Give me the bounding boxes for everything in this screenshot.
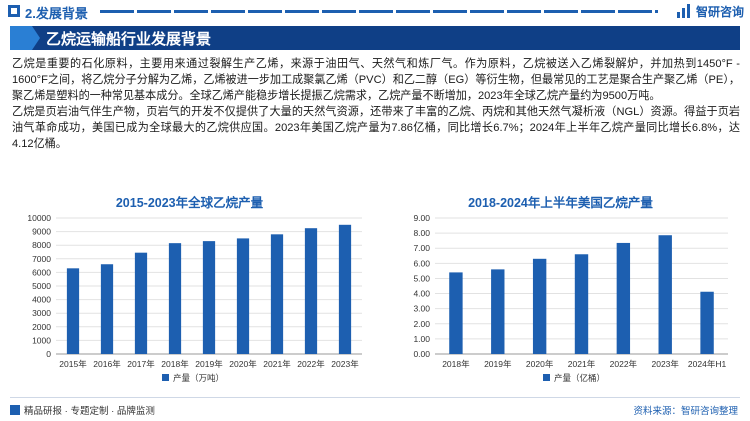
x-tick-label: 2017年 xyxy=(127,359,155,369)
bar xyxy=(168,243,182,354)
section-square-icon xyxy=(8,5,20,17)
y-tick-label: 5.00 xyxy=(413,273,430,283)
bar xyxy=(134,252,148,354)
legend-swatch xyxy=(162,374,169,381)
brand-name: 智研咨询 xyxy=(695,4,744,19)
legend-swatch xyxy=(543,374,550,381)
bar xyxy=(66,268,80,354)
bar xyxy=(700,291,714,354)
y-tick-label: 3.00 xyxy=(413,304,430,314)
y-tick-label: 2.00 xyxy=(413,319,430,329)
x-tick-label: 2018年 xyxy=(442,359,470,369)
bar xyxy=(491,269,505,354)
chart-us-ethane: 2018-2024年上半年美国乙烷产量 0.00 1.00 2.00 3.00 4.00… xyxy=(383,192,738,396)
footer: 精品研报 · 专题定制 · 品牌监测 资料来源：智研咨询整理 xyxy=(0,397,750,421)
bar xyxy=(532,258,547,354)
x-tick-label: 2015年 xyxy=(59,359,87,369)
chart-us-ethane-plot: 0.00 1.00 2.00 3.00 4.00 5.00 6.00 7.00 8.00 9.00… xyxy=(413,213,728,383)
bar xyxy=(236,238,250,354)
x-tick-label: 2023年 xyxy=(331,359,359,369)
y-tick-label: 8000 xyxy=(32,240,51,250)
x-tick-label: 2022年 xyxy=(610,359,638,369)
x-tick-label: 2020年 xyxy=(229,359,257,369)
footer-divider xyxy=(10,397,740,398)
chart-global-ethane-plot: 0 1000 2000 3000 4000 5000 6000 7000 8000 9000 100… xyxy=(27,213,362,383)
y-tick-label: 6.00 xyxy=(413,258,430,268)
bar xyxy=(338,224,352,354)
y-tick-label: 5000 xyxy=(32,281,51,291)
y-tick-label: 3000 xyxy=(32,308,51,318)
bar xyxy=(202,241,216,354)
y-tick-label: 1.00 xyxy=(413,334,430,344)
banner-arrow-icon xyxy=(10,26,40,50)
x-tick-label: 2018年 xyxy=(161,359,189,369)
x-tick-label: 2019年 xyxy=(195,359,223,369)
y-tick-label: 7.00 xyxy=(413,243,430,253)
page-banner: 乙烷运输船行业发展背景 xyxy=(10,26,740,50)
y-tick-label: 0.00 xyxy=(413,349,430,359)
chart-title: 2015-2023年全球乙烷产量 xyxy=(115,196,264,210)
footer-tagline: 精品研报 · 专题定制 · 品牌监测 xyxy=(24,406,155,417)
x-tick-label: 2021年 xyxy=(568,359,596,369)
page-title: 乙烷运输船行业发展背景 xyxy=(46,30,212,48)
footer-square-icon xyxy=(10,405,20,415)
y-tick-label: 9.00 xyxy=(413,213,430,223)
bar xyxy=(574,254,589,354)
chart-global-ethane: 2015-2023年全球乙烷产量 0 1000 2000 3000 4000 5000 60… xyxy=(12,192,367,396)
bar xyxy=(616,242,631,354)
y-tick-label: 8.00 xyxy=(413,228,430,238)
y-tick-label: 0 xyxy=(46,349,51,359)
legend-label: 产量（万吨） xyxy=(173,373,224,383)
bar xyxy=(449,272,463,354)
x-tick-label: 2022年 xyxy=(297,359,325,369)
header-divider xyxy=(100,10,658,13)
footer-source: 资料来源：智研咨询整理 xyxy=(633,406,738,417)
x-tick-label: 2020年 xyxy=(526,359,554,369)
paragraph: 乙烷是页岩油气伴生产物，页岩气的开发不仅提供了大量的天然气资源，还带来了丰富的乙… xyxy=(12,106,740,150)
paragraph: 乙烷是重要的石化原料，主要用来通过裂解生产乙烯，来源于油田气、天然气和炼厂气。作… xyxy=(12,58,740,102)
bar xyxy=(100,264,114,354)
y-tick-label: 9000 xyxy=(32,227,51,237)
y-tick-label: 1000 xyxy=(32,335,51,345)
y-tick-label: 7000 xyxy=(32,254,51,264)
bar xyxy=(270,234,284,354)
zhiyan-logo-icon xyxy=(676,4,693,18)
brand: 智研咨询 xyxy=(676,3,744,19)
y-tick-label: 4.00 xyxy=(413,289,430,299)
y-tick-label: 10000 xyxy=(27,213,51,223)
x-tick-label: 2021年 xyxy=(263,359,291,369)
x-tick-label: 2019年 xyxy=(484,359,512,369)
x-tick-label: 2023年 xyxy=(652,359,680,369)
y-tick-label: 6000 xyxy=(32,267,51,277)
bar xyxy=(304,228,318,354)
legend-label: 产量（亿桶） xyxy=(554,373,605,383)
chart-title: 2018-2024年上半年美国乙烷产量 xyxy=(468,196,653,210)
top-bar: 2.发展背景 智研咨询 xyxy=(0,0,750,22)
x-tick-label: 2016年 xyxy=(93,359,121,369)
section-title: 2.发展背景 xyxy=(25,6,88,21)
y-tick-label: 2000 xyxy=(32,322,51,332)
y-tick-label: 4000 xyxy=(32,295,51,305)
x-tick-label: 2024年H1 xyxy=(688,359,727,369)
body-text: 乙烷是重要的石化原料，主要用来通过裂解生产乙烯，来源于油田气、天然气和炼厂气。作… xyxy=(12,56,740,152)
bar xyxy=(658,235,672,354)
